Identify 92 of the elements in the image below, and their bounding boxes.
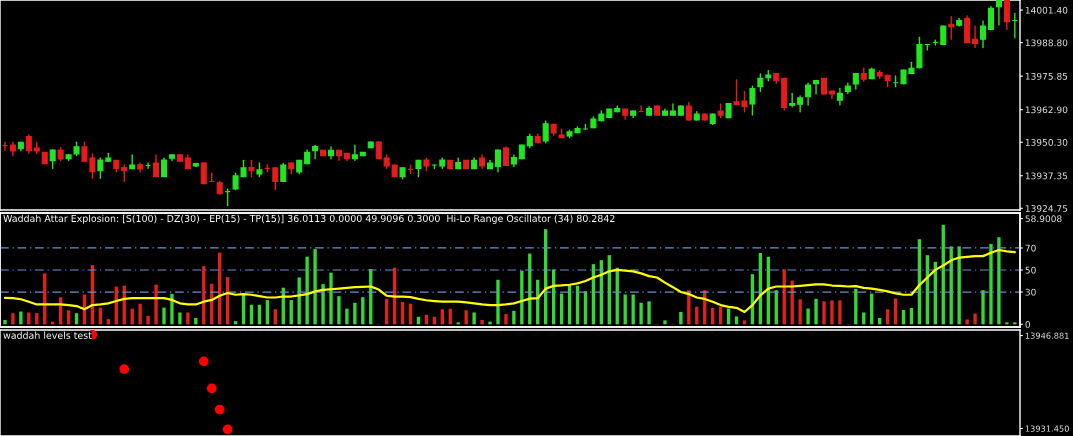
bar [806,308,810,325]
bar [504,314,508,325]
bar [3,320,7,325]
bar [464,310,468,325]
bar [814,298,818,325]
candlestick [940,25,947,46]
y-tick-label: 13988.80 [1025,39,1068,47]
candlestick [280,162,287,183]
bar [186,312,190,325]
y-tick-label: 13924.75 [1025,205,1068,212]
bar [337,296,341,325]
candlestick [160,157,168,178]
point [206,383,217,394]
y-tick-label: 13937.35 [1025,172,1068,180]
bar [345,308,349,325]
point [198,356,209,367]
bar [838,300,842,325]
bar [19,311,23,325]
candlestick [749,85,756,116]
candlestick [502,146,509,167]
bar [822,301,826,325]
candlestick [805,82,812,106]
bar [742,320,747,325]
bar [981,290,985,325]
bar [305,256,309,325]
bar [679,311,683,325]
candlestick [153,154,160,178]
bar [472,312,476,325]
y-tick-label: 13975.85 [1025,72,1068,80]
point [119,364,130,374]
bar [512,310,516,325]
candlestick [789,92,796,108]
candlestick [980,20,987,49]
candlestick [995,0,1002,26]
bar [313,249,317,325]
bar [353,302,357,325]
y2-tick-label: 0 [1025,321,1031,328]
bar [734,316,739,325]
bar [798,299,802,325]
candlestick [312,144,319,160]
bar [11,313,15,325]
candlestick [200,162,207,185]
bar [480,320,484,325]
bar [273,309,277,325]
y-tick-label: 13950.30 [1025,138,1068,146]
chart-title: waddah levels test [3,331,92,339]
bar [329,272,333,325]
candlestick [972,25,979,49]
bar [647,301,651,325]
point [222,424,233,435]
candlestick [987,6,994,31]
y-tick-label: 13962.90 [1025,106,1068,114]
candlestick [49,149,56,170]
bar [146,315,150,325]
bar [957,246,961,325]
bar [162,307,166,325]
bar [989,243,993,325]
candlestick [25,134,32,155]
bar [862,312,866,325]
bar [631,294,635,325]
candlestick [916,36,923,69]
bar [639,302,643,325]
bar [973,313,977,325]
bar [885,309,890,325]
bar [440,309,444,325]
bar [965,319,969,325]
bar [496,279,500,325]
candlestick [542,120,549,144]
bar [138,303,142,325]
bar [170,293,174,325]
bar [830,300,834,325]
candlestick [1003,0,1010,31]
candlestick [351,144,358,162]
line-series [3,248,1016,314]
point [214,404,225,415]
candlestick [948,16,955,41]
y-tick-label: 50 [1025,266,1036,274]
candlestick [272,167,279,191]
bar [663,320,667,325]
y-tick-label: 13931.450 [1025,425,1069,432]
bar [27,312,31,325]
candlestick [494,149,501,173]
y-tick-label: 30 [1025,288,1036,296]
bar [178,312,182,325]
bar [893,298,898,325]
y-tick-label: 70 [1025,244,1036,252]
chart-title: Waddah Attar Explosion: [S(100) - DZ(30) - EP(15) - TP(15)] 36.0113 0.0000 49.9096 0.3000 Hi-Lo Range Oscillator (34) 80.2842 [3,214,615,224]
bar [321,284,325,325]
y2-tick-label: 58.9008 [1025,215,1062,223]
candlestick [813,79,820,95]
y-tick-label: 13946.881 [1025,332,1069,339]
y-tick-label: 14001.40 [1025,6,1068,14]
